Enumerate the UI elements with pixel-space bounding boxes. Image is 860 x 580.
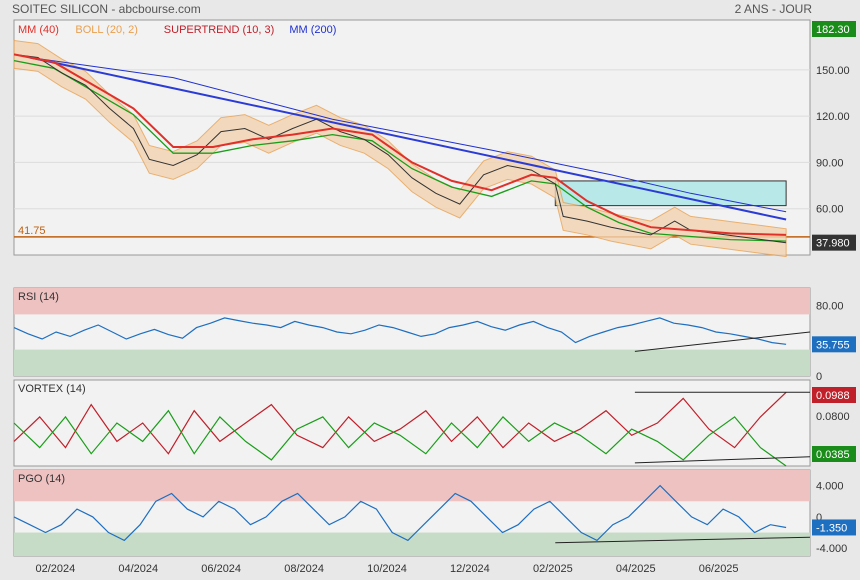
price-box bbox=[554, 180, 787, 207]
pgo-label: PGO (14) bbox=[18, 473, 65, 485]
pgo-line bbox=[13, 484, 787, 542]
legend-entry: BOLL (20, 2) bbox=[75, 24, 138, 36]
price-y-tick: 60.00 bbox=[816, 204, 844, 216]
rsi-value-badge bbox=[812, 336, 856, 353]
rsi-overbought-zone bbox=[14, 288, 810, 315]
x-tick-label: 06/2024 bbox=[201, 563, 241, 575]
current-price-label: 182.30 bbox=[816, 24, 850, 36]
legend-entry: MM (200) bbox=[289, 24, 336, 36]
vortex-label: VORTEX (14) bbox=[18, 383, 86, 395]
rsi-y-tick: 0 bbox=[816, 371, 822, 383]
rsi-trendline bbox=[634, 331, 811, 352]
pgo-y-tick: -4.000 bbox=[816, 543, 847, 555]
support-label: 41.75 bbox=[18, 225, 46, 237]
pgo-trendline bbox=[555, 536, 811, 544]
x-tick-label: 04/2024 bbox=[118, 563, 158, 575]
price-line bbox=[13, 53, 787, 244]
vortex-plus-value: 0.0988 bbox=[816, 390, 850, 402]
rsi-label: RSI (14) bbox=[18, 291, 59, 303]
x-tick-label: 12/2024 bbox=[450, 563, 490, 575]
vortex-y-tick: 0.0800 bbox=[816, 411, 850, 423]
rsi-line bbox=[13, 317, 787, 345]
rsi-oversold-zone bbox=[14, 349, 810, 376]
stock-title: SOITEC SILICON - abcbourse.com bbox=[12, 2, 201, 16]
x-tick-label: 08/2024 bbox=[284, 563, 324, 575]
vortex-plus-badge bbox=[812, 387, 856, 403]
current-price-badge bbox=[812, 21, 856, 37]
legend-entry: SUPERTREND (10, 3) bbox=[164, 24, 274, 36]
price-y-tick: 120.00 bbox=[816, 111, 850, 123]
x-tick-label: 04/2025 bbox=[616, 563, 656, 575]
pgo-upper-zone bbox=[14, 470, 810, 502]
panel-vortex bbox=[13, 379, 811, 467]
pgo-value-badge bbox=[812, 519, 856, 536]
mm200-line bbox=[29, 57, 787, 213]
supertrend-line bbox=[13, 59, 787, 242]
pgo-y-tick: 0 bbox=[816, 512, 822, 524]
mm40-line bbox=[13, 53, 787, 236]
x-tick-label: 02/2025 bbox=[533, 563, 573, 575]
x-tick-label: 06/2025 bbox=[699, 563, 739, 575]
period-label: 2 ANS - JOUR bbox=[734, 2, 812, 16]
vortex-minus-badge bbox=[812, 446, 856, 462]
vortex-minus-value: 0.0385 bbox=[816, 449, 850, 461]
pgo-y-tick: 4.000 bbox=[816, 481, 844, 493]
x-tick-label: 02/2024 bbox=[35, 563, 75, 575]
vortex-plus-line bbox=[13, 391, 787, 455]
pgo-value-label: -1.350 bbox=[816, 522, 847, 534]
x-tick-label: 10/2024 bbox=[367, 563, 407, 575]
vortex-lower-channel bbox=[634, 456, 811, 464]
price-y-tick: 150.00 bbox=[816, 65, 850, 77]
trend-line bbox=[29, 56, 787, 221]
pgo-lower-zone bbox=[14, 532, 810, 556]
rsi-value-label: 35.755 bbox=[816, 339, 850, 351]
last-price-badge bbox=[812, 234, 856, 251]
bollinger-band bbox=[13, 39, 787, 258]
vortex-minus-line bbox=[13, 409, 787, 467]
legend-entry: MM (40) bbox=[18, 24, 59, 36]
price-y-tick: 90.00 bbox=[816, 157, 844, 169]
rsi-y-tick: 80.00 bbox=[816, 301, 844, 313]
last-price-label: 37.980 bbox=[816, 238, 850, 250]
